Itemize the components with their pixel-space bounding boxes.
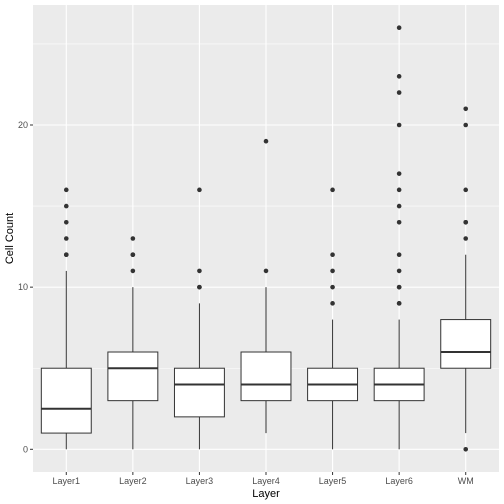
y-axis-title: Cell Count bbox=[4, 213, 16, 264]
box-layer4 bbox=[240, 138, 292, 434]
x-tick-label: Layer6 bbox=[385, 476, 413, 486]
outlier-point bbox=[330, 301, 335, 306]
box-body bbox=[107, 351, 159, 402]
x-tick-label: Layer1 bbox=[53, 476, 81, 486]
outlier-point bbox=[396, 187, 402, 193]
outlier-point bbox=[130, 236, 136, 241]
outlier-point bbox=[463, 106, 469, 112]
x-tick-label: Layer2 bbox=[119, 476, 147, 486]
outlier-point bbox=[197, 268, 202, 274]
box-body bbox=[173, 367, 225, 418]
outlier-point bbox=[130, 268, 136, 274]
outlier-point bbox=[463, 446, 469, 452]
outlier-point bbox=[63, 203, 69, 209]
x-axis-title: Layer bbox=[252, 488, 280, 500]
outlier-point bbox=[396, 268, 402, 274]
x-axis: Layer1 Layer2 Layer3 Layer4 Layer5 Layer6 WM bbox=[53, 472, 474, 486]
box-wm bbox=[440, 106, 492, 452]
outlier-point bbox=[330, 252, 335, 258]
outlier-point bbox=[130, 252, 136, 258]
box-layer6 bbox=[373, 25, 425, 450]
x-tick-label: Layer4 bbox=[252, 476, 280, 486]
x-tick-label: Layer3 bbox=[186, 476, 214, 486]
y-tick-label: 10 bbox=[18, 282, 28, 292]
boxes-layer bbox=[40, 25, 492, 452]
outlier-point bbox=[396, 122, 402, 128]
outlier-point bbox=[330, 268, 335, 274]
outlier-point bbox=[396, 74, 402, 79]
outlier-point bbox=[197, 187, 202, 193]
box-layer1 bbox=[40, 187, 92, 450]
outlier-point bbox=[63, 187, 69, 193]
box-body bbox=[440, 319, 492, 369]
outlier-point bbox=[463, 236, 469, 241]
y-tick-label: 0 bbox=[23, 444, 28, 454]
outlier-point bbox=[463, 187, 469, 193]
outlier-point bbox=[396, 25, 402, 31]
x-tick-label: WM bbox=[458, 476, 474, 486]
outlier-point bbox=[330, 187, 335, 193]
outlier-point bbox=[463, 219, 469, 225]
box-layer3 bbox=[173, 187, 225, 450]
outlier-point bbox=[330, 284, 335, 290]
outlier-point bbox=[396, 203, 402, 209]
x-tick-label: Layer5 bbox=[319, 476, 347, 486]
outlier-point bbox=[396, 219, 402, 225]
outlier-point bbox=[263, 138, 269, 144]
outlier-point bbox=[463, 122, 469, 128]
outlier-point bbox=[197, 284, 202, 290]
outlier-point bbox=[396, 301, 402, 306]
y-tick-label: 20 bbox=[18, 120, 28, 130]
outlier-point bbox=[63, 236, 69, 241]
box-layer5 bbox=[307, 187, 359, 450]
box-body bbox=[240, 351, 292, 402]
outlier-point bbox=[263, 268, 269, 274]
outlier-point bbox=[63, 219, 69, 225]
outlier-point bbox=[396, 284, 402, 290]
outlier-point bbox=[396, 252, 402, 258]
box-layer2 bbox=[107, 236, 159, 450]
outlier-point bbox=[396, 171, 402, 176]
y-axis: 0 10 20 bbox=[18, 120, 33, 454]
box-body bbox=[40, 367, 92, 434]
outlier-point bbox=[396, 90, 402, 95]
outlier-point bbox=[63, 252, 69, 258]
